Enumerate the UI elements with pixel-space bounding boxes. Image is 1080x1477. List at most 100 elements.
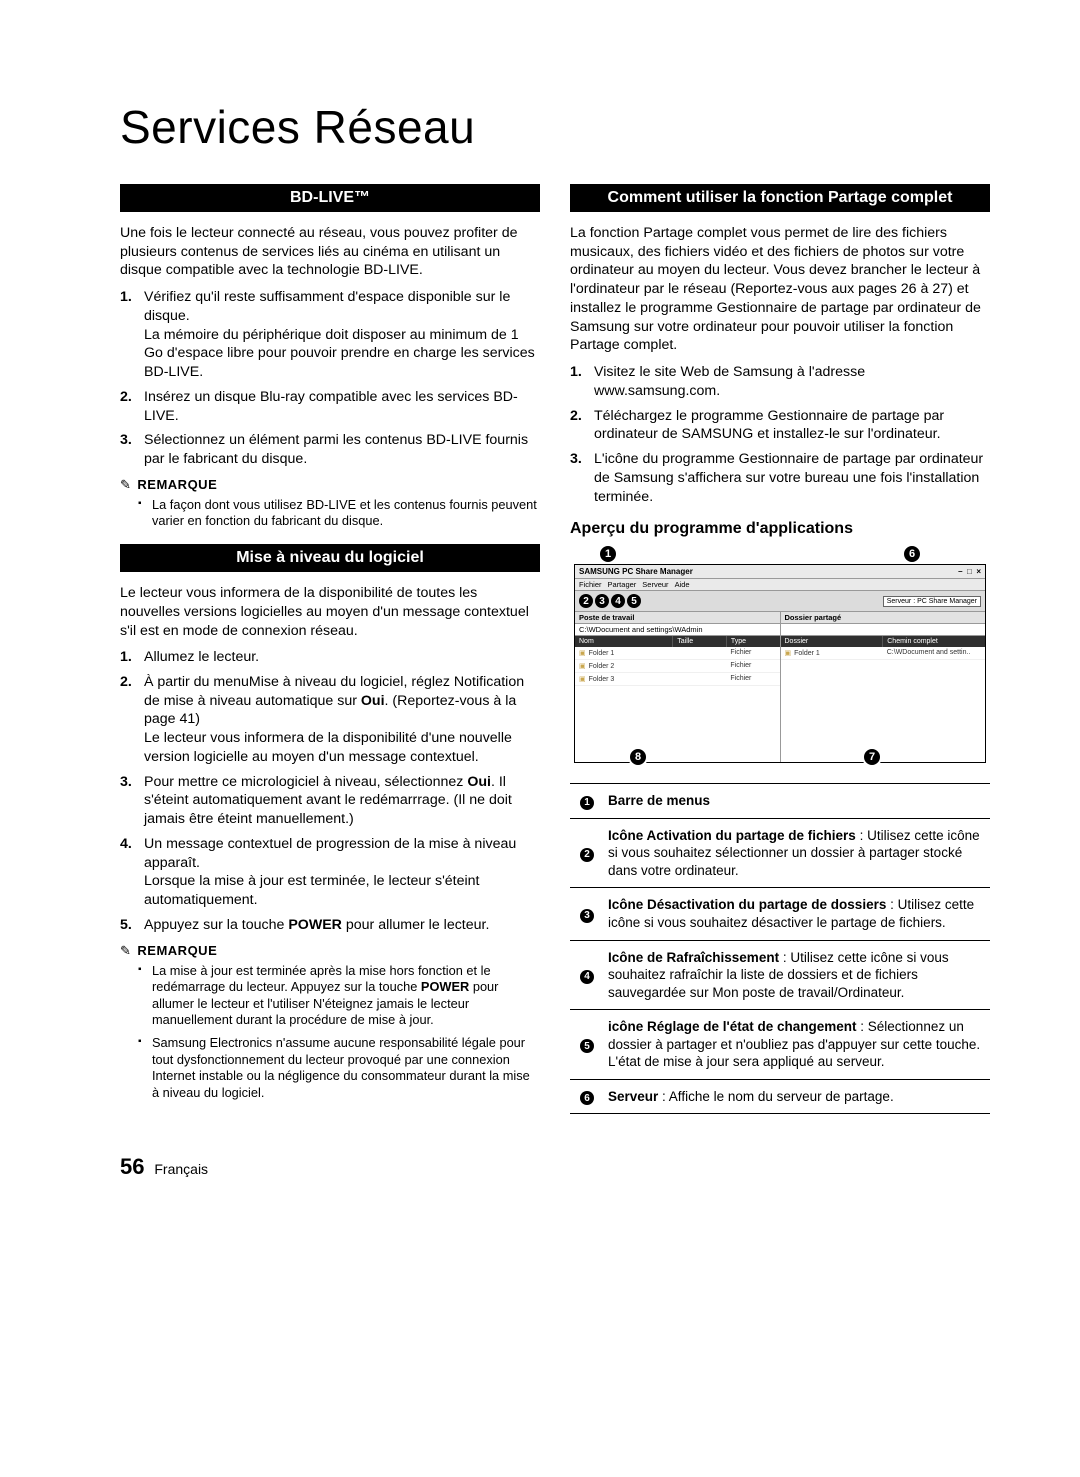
list-item: 3.L'icône du programme Gestionnaire de p… <box>570 450 990 506</box>
maj-intro: Le lecteur vous informera de la disponib… <box>120 584 540 640</box>
note-item: Samsung Electronics n'assume aucune resp… <box>138 1035 540 1102</box>
step-text: Vérifiez qu'il reste suffisamment d'espa… <box>144 289 535 380</box>
menu-item: Aide <box>675 580 690 589</box>
legend-row: 5 icône Réglage de l'état de changement :… <box>570 1010 990 1080</box>
col-name: Nom <box>575 636 673 647</box>
left-column: BD-LIVE™ Une fois le lecteur connecté au… <box>120 184 540 1114</box>
page-number: 56 <box>120 1154 144 1179</box>
legend-num: 4 <box>580 970 594 984</box>
list-item: 2.À partir du menuMise à niveau du logic… <box>120 673 540 767</box>
right-pane: Dossier partagé Dossier Chemin complet ▣… <box>781 612 986 762</box>
list-item: 1.Vérifiez qu'il reste suffisamment d'es… <box>120 288 540 382</box>
callout-7: 7 <box>864 747 880 765</box>
list-item: 2.Insérez un disque Blu-ray compatible a… <box>120 388 540 425</box>
col-folder: Dossier <box>781 636 884 647</box>
app-menubar: Fichier Partager Serveur Aide <box>575 579 985 591</box>
legend-num: 5 <box>580 1039 594 1053</box>
list-item: 3.Sélectionnez un élément parmi les cont… <box>120 431 540 468</box>
right-rows: ▣Folder 1C:\WDocument and settin.. <box>781 647 986 762</box>
table-row: ▣Folder 3Fichier <box>575 673 780 686</box>
bdlive-intro: Une fois le lecteur connecté au réseau, … <box>120 224 540 280</box>
table-row: ▣Folder 1C:\WDocument and settin.. <box>781 647 986 660</box>
left-columns: Nom Taille Type <box>575 636 780 647</box>
list-item: 3.Pour mettre ce micrologiciel à niveau,… <box>120 773 540 829</box>
toolbar-icons: 2 3 4 5 <box>579 594 641 608</box>
right-pane-label: Dossier partagé <box>781 612 986 624</box>
folder-icon: ▣ <box>785 650 792 657</box>
list-item: 5.Appuyez sur la touche POWER pour allum… <box>120 916 540 935</box>
step-text: À partir du menuMise à niveau du logicie… <box>144 674 524 765</box>
legend-num: 3 <box>580 909 594 923</box>
two-column-layout: BD-LIVE™ Une fois le lecteur connecté au… <box>120 184 990 1114</box>
lang-label: Français <box>154 1161 208 1177</box>
bdlive-header: BD-LIVE™ <box>120 184 540 212</box>
partage-steps: 1.Visitez le site Web de Samsung à l'adr… <box>570 363 990 506</box>
step-text: Insérez un disque Blu-ray compatible ave… <box>144 389 518 424</box>
folder-icon: ▣ <box>579 676 586 683</box>
step-text: Pour mettre ce micrologiciel à niveau, s… <box>144 774 512 827</box>
partage-header: Comment utiliser la fonction Partage com… <box>570 184 990 212</box>
folder-icon: ▣ <box>579 650 586 657</box>
window-controls: – □ × <box>958 567 981 576</box>
note-heading: REMARQUE <box>120 943 540 959</box>
col-path: Chemin complet <box>883 636 985 647</box>
app-window: SAMSUNG PC Share Manager – □ × Fichier P… <box>574 564 986 763</box>
legend-row: 3 Icône Désactivation du partage de dossi… <box>570 888 990 940</box>
menu-item: Serveur <box>642 580 668 589</box>
step-text: Un message contextuel de progression de … <box>144 836 516 908</box>
legend-row: 6Serveur : Affiche le nom du serveur de … <box>570 1079 990 1114</box>
callout-8: 8 <box>630 747 646 765</box>
legend-text: icône Réglage de l'état de changement : … <box>604 1010 990 1080</box>
step-text: Sélectionnez un élément parmi les conten… <box>144 432 528 467</box>
legend-num: 6 <box>580 1091 594 1105</box>
callout-4: 4 <box>611 594 625 608</box>
legend-num: 1 <box>580 796 594 810</box>
callout-2: 2 <box>579 594 593 608</box>
apercu-subhead: Aperçu du programme d'applications <box>570 520 990 538</box>
callout-legend: 1 Barre de menus 2 Icône Activation du par… <box>570 783 990 1114</box>
callout-5: 5 <box>627 594 641 608</box>
legend-text: Icône de Rafraîchissement : Utilisez cet… <box>604 940 990 1010</box>
legend-row: 1 Barre de menus <box>570 784 990 819</box>
note-item: La façon dont vous utilisez BD-LIVE et l… <box>138 497 540 530</box>
right-column: Comment utiliser la fonction Partage com… <box>570 184 990 1114</box>
legend-text: Barre de menus <box>604 784 990 819</box>
page-footer: 56 Français <box>120 1154 990 1180</box>
list-item: 2.Téléchargez le programme Gestionnaire … <box>570 407 990 444</box>
maj-header: Mise à niveau du logiciel <box>120 544 540 572</box>
legend-text: Icône Activation du partage de fichiers … <box>604 818 990 888</box>
list-item: 1.Allumez le lecteur. <box>120 648 540 667</box>
partage-intro: La fonction Partage complet vous permet … <box>570 224 990 355</box>
left-pane: Poste de travail C:\WDocument and settin… <box>575 612 781 762</box>
col-type: Type <box>727 636 780 647</box>
path-bar: C:\WDocument and settings\WAdmin <box>575 624 780 636</box>
folder-icon: ▣ <box>579 663 586 670</box>
menu-item: Partager <box>608 580 637 589</box>
legend-num: 2 <box>580 848 594 862</box>
table-row: ▣Folder 1Fichier <box>575 647 780 660</box>
app-toolbar: 2 3 4 5 Serveur : PC Share Manager <box>575 591 985 612</box>
note-heading: REMARQUE <box>120 477 540 493</box>
step-text: Allumez le lecteur. <box>144 649 259 665</box>
note-item: La mise à jour est terminée après la mis… <box>138 963 540 1030</box>
server-selector: Serveur : PC Share Manager <box>883 596 981 607</box>
maj-steps: 1.Allumez le lecteur. 2.À partir du menu… <box>120 648 540 934</box>
step-text: L'icône du programme Gestionnaire de par… <box>594 451 983 504</box>
app-screenshot-wrapper: 1 6 SAMSUNG PC Share Manager – □ × Fichi… <box>570 564 990 763</box>
menu-item: Fichier <box>579 580 602 589</box>
document-page: Services Réseau BD-LIVE™ Une fois le lec… <box>0 0 1080 1240</box>
list-item: 4.Un message contextuel de progression d… <box>120 835 540 910</box>
maj-notes: La mise à jour est terminée après la mis… <box>138 963 540 1102</box>
callout-6: 6 <box>904 544 920 562</box>
left-rows: ▣Folder 1Fichier ▣Folder 2Fichier ▣Folde… <box>575 647 780 762</box>
right-columns: Dossier Chemin complet <box>781 636 986 647</box>
col-size: Taille <box>673 636 727 647</box>
app-titlebar: SAMSUNG PC Share Manager – □ × <box>575 565 985 579</box>
legend-row: 2 Icône Activation du partage de fichiers… <box>570 818 990 888</box>
bdlive-notes: La façon dont vous utilisez BD-LIVE et l… <box>138 497 540 530</box>
legend-row: 4 Icône de Rafraîchissement : Utilisez ce… <box>570 940 990 1010</box>
step-text: Visitez le site Web de Samsung à l'adres… <box>594 364 865 399</box>
step-text: Téléchargez le programme Gestionnaire de… <box>594 408 944 443</box>
callout-1: 1 <box>600 544 616 562</box>
legend-text: Icône Désactivation du partage de dossie… <box>604 888 990 940</box>
